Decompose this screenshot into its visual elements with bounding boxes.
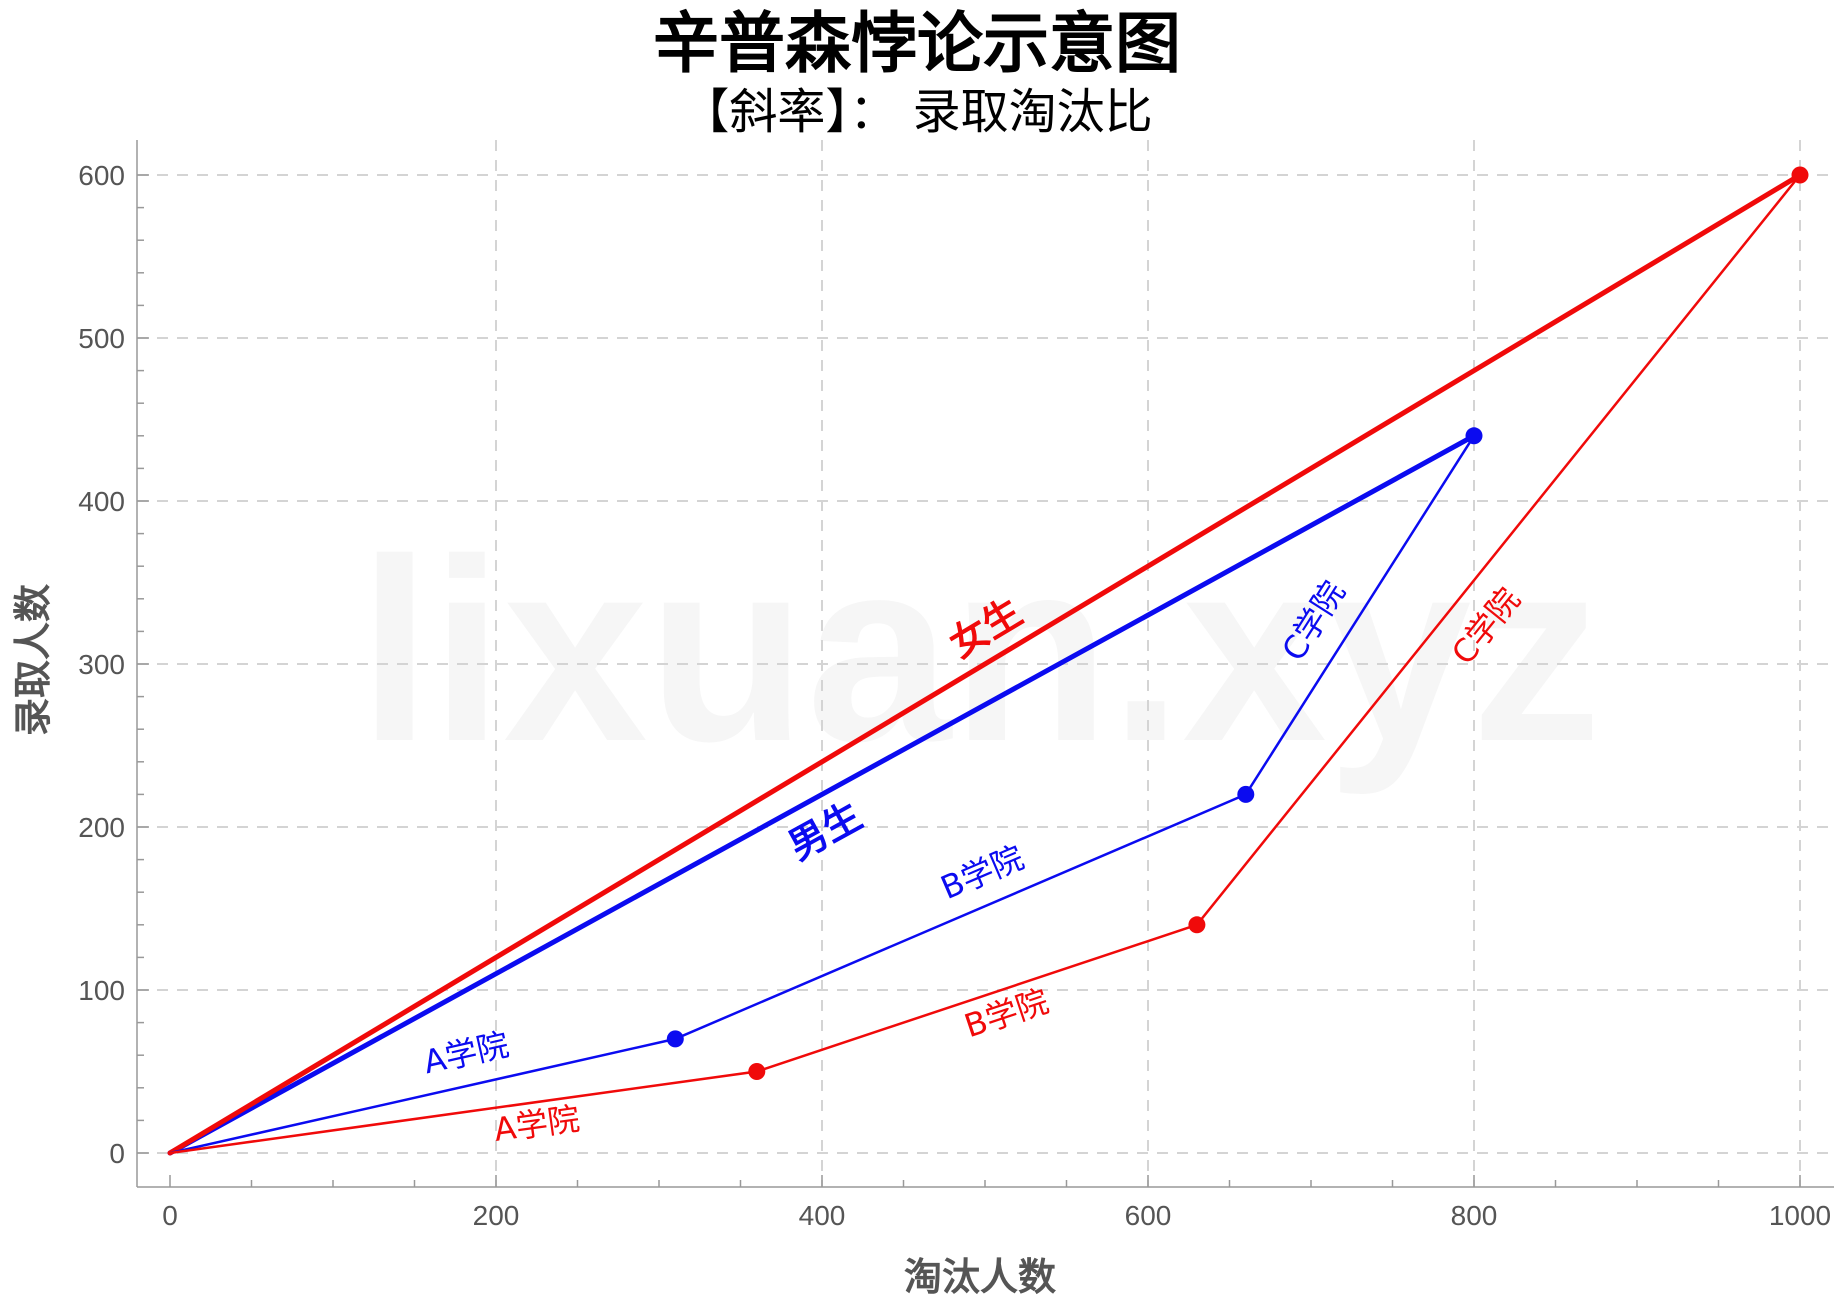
y-tick-label: 500 — [78, 323, 125, 354]
y-tick-label: 600 — [78, 160, 125, 191]
y-tick-label: 400 — [78, 486, 125, 517]
data-point — [748, 1063, 766, 1080]
watermark: lixuan.xyz — [359, 506, 1602, 797]
x-tick-label: 400 — [799, 1200, 846, 1231]
data-point — [1237, 785, 1255, 803]
segment-label: B学院 — [960, 982, 1054, 1045]
data-point — [1465, 427, 1483, 445]
y-axis-label: 录取人数 — [11, 584, 55, 736]
x-tick-label: 0 — [162, 1200, 178, 1231]
college-line — [169, 174, 1801, 1155]
data-point — [666, 1030, 684, 1048]
x-tick-label: 600 — [1125, 1200, 1172, 1231]
x-tick-label: 200 — [473, 1200, 520, 1231]
chart-title: 辛普森悖论示意图 — [653, 5, 1181, 82]
y-tick-label: 0 — [109, 1138, 125, 1169]
y-tick-label: 100 — [78, 975, 125, 1006]
college-line — [169, 435, 1476, 1155]
series-layer — [167, 166, 1809, 1156]
data-point — [1791, 166, 1809, 184]
segment-label: B学院 — [935, 838, 1029, 907]
x-axis-label: 淘汰人数 — [904, 1255, 1056, 1299]
total-line — [167, 433, 1477, 1156]
y-tick-label: 200 — [78, 812, 125, 843]
y-tick-label: 300 — [78, 649, 125, 680]
data-point — [1188, 916, 1206, 934]
total-line-label: 男生 — [781, 793, 869, 868]
segment-label: A学院 — [420, 1025, 512, 1081]
axes: 0 200 400 600 800 1000 0 100 200 300 400 500 600 — [78, 140, 1834, 1231]
x-tick-label: 800 — [1451, 1200, 1498, 1231]
x-tick-label: 1000 — [1769, 1200, 1831, 1231]
chart-subtitle: 【斜率】： 录取淘汰比 — [681, 84, 1153, 140]
total-line — [167, 172, 1803, 1156]
